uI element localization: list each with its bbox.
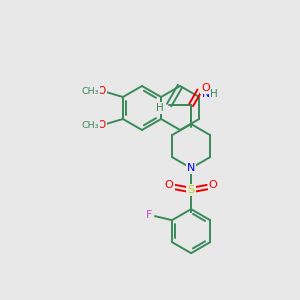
Text: H: H — [156, 103, 164, 113]
Text: F: F — [146, 210, 152, 220]
Text: S: S — [188, 185, 195, 195]
Text: N: N — [202, 89, 210, 99]
Text: O: O — [165, 180, 173, 190]
Text: O: O — [98, 120, 106, 130]
Text: O: O — [201, 83, 210, 93]
Text: O: O — [209, 180, 218, 190]
Text: H: H — [210, 89, 218, 99]
Text: N: N — [187, 163, 195, 173]
Text: CH₃: CH₃ — [81, 121, 99, 130]
Text: O: O — [98, 86, 106, 96]
Text: CH₃: CH₃ — [81, 86, 99, 95]
